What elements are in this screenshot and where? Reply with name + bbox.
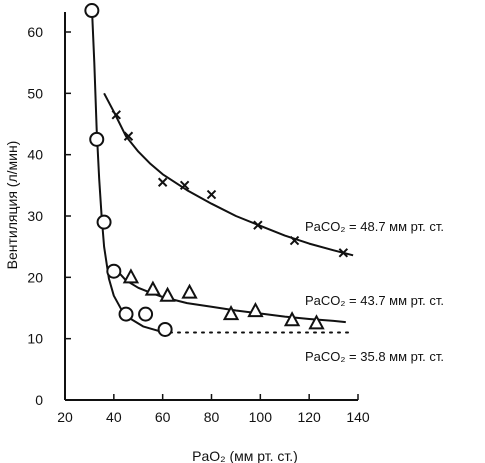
y-tick-label: 20 (27, 269, 43, 285)
x-tick-label: 100 (249, 409, 273, 425)
series-label-48-7: PaCO₂ = 48.7 мм рт. ст. (305, 219, 444, 234)
triangle-marker (222, 305, 240, 321)
x-tick-label: 140 (346, 409, 370, 425)
circle-marker (106, 263, 122, 279)
circle-marker (96, 214, 112, 230)
circle-marker (89, 131, 105, 147)
y-tick-label: 0 (35, 392, 43, 408)
y-tick-label: 50 (27, 85, 43, 101)
series-label-43-7: PaCO₂ = 43.7 мм рт. ст. (305, 293, 444, 308)
y-ticks: 0 10 20 30 40 50 60 (27, 24, 71, 408)
x-tick-label: 40 (106, 409, 122, 425)
x-marker (123, 131, 134, 141)
x-axis-label: PaO₂ (мм рт. ст.) (192, 448, 298, 463)
x-marker (111, 110, 121, 120)
circle-marker (84, 3, 100, 19)
series-markers (84, 3, 349, 337)
y-axis-label: Вентиляция (л/мин) (4, 141, 20, 270)
triangle-marker (247, 301, 264, 318)
series-label-35-8: PaCO₂ = 35.8 мм рт. ст. (305, 349, 444, 364)
circle-marker (118, 306, 134, 322)
y-tick-label: 10 (27, 331, 43, 347)
x-ticks: 20 40 60 80 100 120 140 (57, 394, 370, 425)
circle-marker (138, 306, 154, 322)
y-tick-label: 60 (27, 24, 43, 40)
axes (64, 12, 358, 401)
series-curve-1 (103, 92, 354, 257)
y-tick-label: 30 (27, 208, 43, 224)
series-labels: PaCO₂ = 48.7 мм рт. ст. PaCO₂ = 43.7 мм … (305, 219, 444, 364)
series-curve-3 (90, 7, 171, 334)
x-marker (253, 220, 263, 230)
x-tick-label: 80 (204, 409, 220, 425)
x-tick-label: 60 (155, 409, 171, 425)
x-marker (157, 177, 168, 187)
x-marker (206, 189, 217, 200)
series-curves (90, 7, 354, 334)
y-tick-label: 40 (27, 147, 43, 163)
x-marker (179, 180, 190, 191)
triangle-marker (159, 286, 176, 302)
triangle-marker (144, 280, 162, 296)
x-marker (289, 235, 300, 246)
triangle-marker (122, 268, 140, 284)
triangle-marker (308, 314, 325, 330)
circle-marker (157, 321, 173, 337)
triangle-marker (181, 283, 198, 299)
x-marker (338, 248, 349, 258)
x-tick-label: 120 (297, 409, 321, 425)
triangle-marker (283, 311, 301, 327)
x-tick-label: 20 (57, 409, 73, 425)
